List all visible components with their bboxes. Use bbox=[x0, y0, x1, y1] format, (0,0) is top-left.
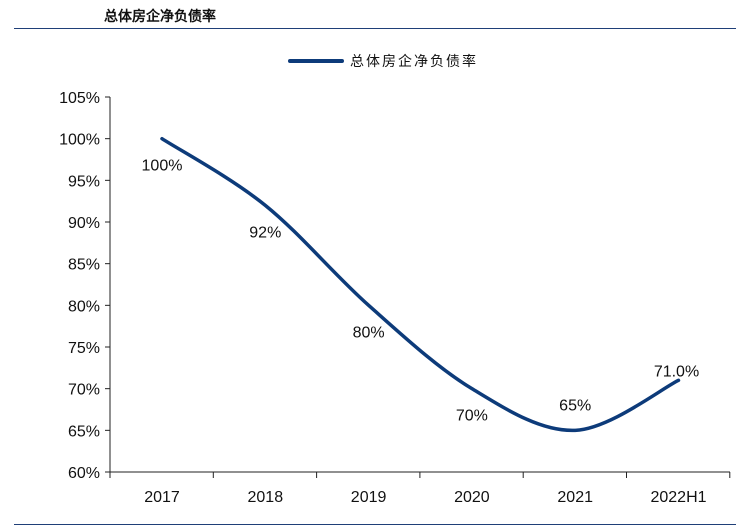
series-group bbox=[160, 136, 681, 433]
y-tick-label: 60% bbox=[68, 465, 100, 482]
x-tick-label: 2021 bbox=[557, 489, 593, 506]
bottom-rule bbox=[14, 524, 736, 525]
x-tick-label: 2017 bbox=[144, 489, 180, 506]
legend-label: 总体房企净负债率 bbox=[350, 53, 478, 70]
y-tick-label: 100% bbox=[59, 132, 100, 149]
top-rule bbox=[14, 28, 736, 29]
x-tick-label: 2019 bbox=[351, 489, 387, 506]
data-label: 80% bbox=[353, 324, 385, 341]
y-tick-label: 105% bbox=[59, 90, 100, 107]
y-tick-label: 70% bbox=[68, 382, 100, 399]
y-tick-label: 80% bbox=[68, 298, 100, 315]
x-tick-label: 2018 bbox=[248, 489, 284, 506]
y-axis: 60% 65% 70% 75% 80% 85% 90% 95% 100% 105% bbox=[59, 90, 111, 482]
y-tick-label: 90% bbox=[68, 215, 100, 232]
x-tick-label: 2020 bbox=[454, 489, 490, 506]
data-labels: 100% 92% 80% 70% 65% 71.0% bbox=[142, 158, 700, 425]
data-label: 92% bbox=[249, 224, 281, 241]
chart-title: 总体房企净负债率 bbox=[104, 9, 216, 25]
series-line bbox=[160, 136, 681, 433]
data-label: 70% bbox=[456, 408, 488, 425]
y-tick-label: 85% bbox=[68, 257, 100, 274]
x-axis: 2017 2018 2019 2020 2021 2022H1 bbox=[109, 471, 731, 506]
y-tick-label: 65% bbox=[68, 423, 100, 440]
data-label: 65% bbox=[559, 397, 591, 414]
y-tick-label: 75% bbox=[68, 340, 100, 357]
y-tick-label: 95% bbox=[68, 173, 100, 190]
x-tick-label: 2022H1 bbox=[650, 489, 706, 506]
data-label: 100% bbox=[142, 158, 183, 175]
legend: 总体房企净负债率 bbox=[288, 53, 478, 70]
data-label: 71.0% bbox=[654, 363, 699, 380]
